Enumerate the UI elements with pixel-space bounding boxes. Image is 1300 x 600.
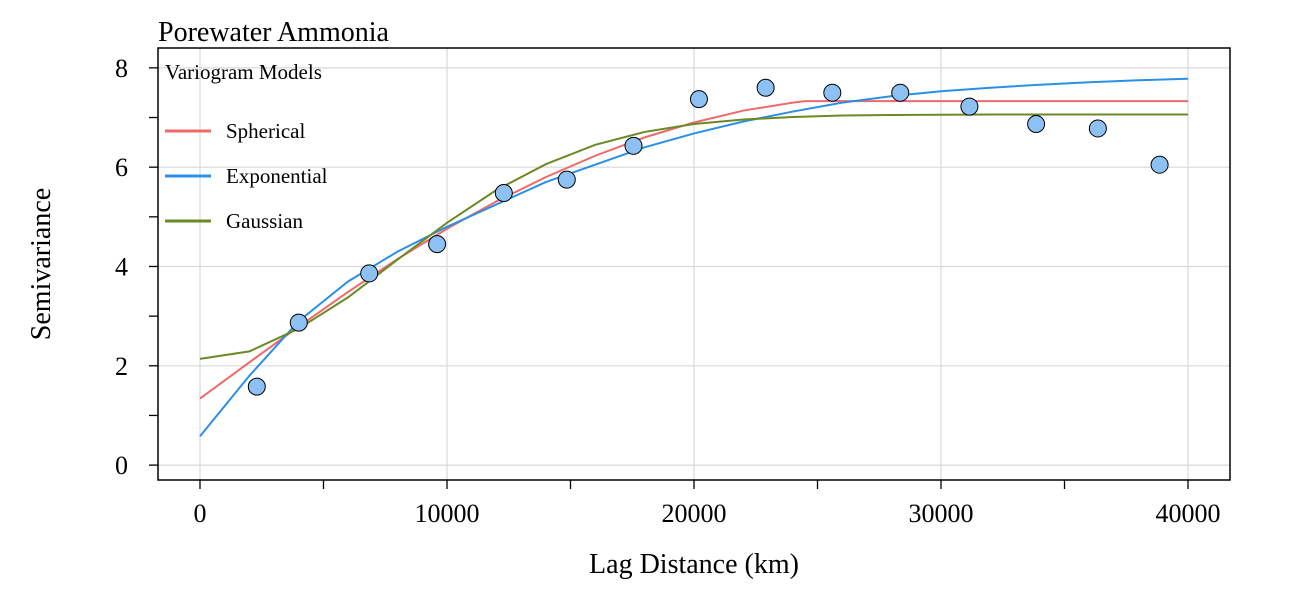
gaussian-model-line bbox=[199, 113, 1189, 360]
y-tick-label-6: 6 bbox=[115, 153, 128, 182]
semivariance-point-5 bbox=[494, 183, 513, 202]
y-tick-label-4: 4 bbox=[115, 252, 128, 281]
y-axis: 0 2 4 6 8 bbox=[115, 54, 158, 480]
semivariance-point-4 bbox=[428, 235, 447, 254]
x-tick-label-10000: 10000 bbox=[414, 499, 479, 528]
semivariance-point-12 bbox=[960, 97, 979, 116]
semivariance-point-7 bbox=[624, 136, 643, 155]
legend: Variogram Models Spherical Exponential Gau… bbox=[165, 60, 328, 233]
points-layer bbox=[247, 78, 1169, 396]
semivariance-point-10 bbox=[823, 83, 842, 102]
legend-label-exponential: Exponential bbox=[226, 164, 328, 188]
semivariance-point-6 bbox=[557, 170, 576, 189]
x-tick-label-40000: 40000 bbox=[1156, 499, 1221, 528]
y-tick-label-8: 8 bbox=[115, 54, 128, 83]
semivariance-point-9 bbox=[756, 78, 775, 97]
semivariance-point-2 bbox=[289, 313, 308, 332]
spherical-model-line bbox=[199, 100, 1189, 400]
semivariance-point-8 bbox=[689, 90, 708, 109]
semivariance-point-11 bbox=[891, 83, 910, 102]
legend-title: Variogram Models bbox=[165, 60, 322, 84]
y-tick-label-0: 0 bbox=[115, 451, 128, 480]
y-tick-label-2: 2 bbox=[115, 352, 128, 381]
semivariance-point-14 bbox=[1088, 119, 1107, 138]
semivariance-point-13 bbox=[1027, 114, 1046, 133]
legend-label-gaussian: Gaussian bbox=[226, 209, 303, 233]
semivariance-point-3 bbox=[360, 264, 379, 283]
grid-layer bbox=[158, 48, 1230, 480]
semivariance-point-1 bbox=[247, 377, 266, 396]
chart-title: Porewater Ammonia bbox=[158, 17, 390, 48]
x-axis-label: Lag Distance (km) bbox=[589, 549, 799, 580]
x-tick-label-20000: 20000 bbox=[662, 499, 727, 528]
legend-label-spherical: Spherical bbox=[226, 119, 305, 143]
x-tick-label-30000: 30000 bbox=[909, 499, 974, 528]
y-axis-label: Semivariance bbox=[26, 188, 57, 340]
semivariance-point-15 bbox=[1150, 155, 1169, 174]
x-axis: 0 10000 20000 30000 40000 bbox=[193, 480, 1221, 528]
x-tick-label-0: 0 bbox=[193, 499, 206, 528]
